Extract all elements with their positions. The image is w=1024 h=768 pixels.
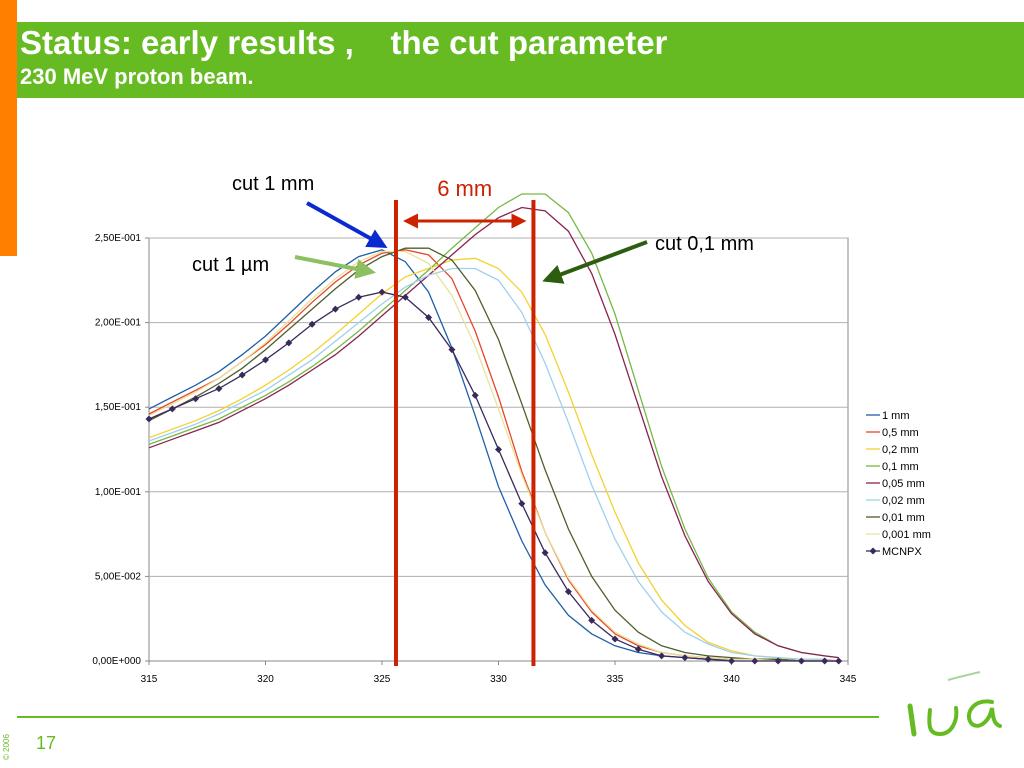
x-tick-label: 340: [723, 674, 740, 685]
series-point: [541, 549, 549, 557]
series-point: [658, 652, 666, 660]
legend-entry: 0,1 mm: [882, 461, 919, 473]
y-tick-label: 5,00E-002: [95, 571, 142, 582]
series-point: [168, 405, 176, 413]
y-tick-label: 0,00E+000: [92, 656, 141, 667]
series-line: [148, 257, 839, 662]
legend-marker: [869, 547, 877, 555]
series-point: [821, 657, 829, 665]
series-line: [148, 267, 839, 662]
footer-line: [17, 716, 879, 718]
x-tick-label: 330: [490, 674, 507, 685]
page-number: 17: [36, 733, 57, 753]
series-point: [611, 635, 619, 643]
x-tick-label: 320: [257, 674, 274, 685]
series-point: [425, 314, 433, 322]
legend-entry: 0,001 mm: [882, 529, 931, 541]
series-point: [564, 588, 572, 596]
slide-subtitle: 230 MeV proton beam.: [20, 64, 254, 89]
series-point: [704, 655, 712, 663]
y-tick-label: 2,50E-001: [95, 233, 142, 244]
series-point: [378, 288, 386, 296]
series-point: [285, 339, 293, 347]
series-point: [238, 371, 246, 379]
legend-entry: 0,5 mm: [882, 427, 919, 439]
series-point: [355, 293, 363, 301]
series-point: [401, 293, 409, 301]
slide-title: Status: early results , the cut paramete…: [20, 24, 668, 61]
series-point: [192, 395, 200, 403]
legend-entry: 0,2 mm: [882, 444, 919, 456]
arrow-cut-01mm: [542, 240, 648, 284]
series-point: [835, 657, 843, 665]
y-tick-label: 1,50E-001: [95, 402, 142, 413]
series-point: [518, 500, 526, 508]
series-point: [774, 657, 782, 665]
series-point: [262, 356, 269, 364]
arrow-cut-1um: [294, 255, 376, 279]
legend-entry: 0,02 mm: [882, 495, 925, 507]
arrow-cut-1mm: [306, 201, 388, 248]
y-tick-label: 1,00E-001: [95, 487, 142, 498]
series-point: [308, 320, 316, 328]
legend-entry: 0,05 mm: [882, 478, 925, 490]
annotation-cut-1mm: cut 1 mm: [232, 173, 314, 195]
y-tick-label: 2,00E-001: [95, 318, 142, 329]
series-point: [495, 446, 502, 453]
legend-entry: 1 mm: [882, 410, 910, 422]
orange-accent-bar: [0, 0, 17, 256]
series-point: [588, 616, 596, 624]
company-logo: [907, 671, 1002, 737]
series-point: [145, 415, 153, 423]
series-point: [331, 305, 339, 313]
series-point: [471, 391, 479, 399]
series-line: [148, 193, 839, 659]
x-tick-label: 325: [374, 674, 391, 685]
series-point: [728, 657, 735, 665]
x-tick-label: 315: [141, 674, 158, 685]
series-point: [448, 346, 456, 354]
width-label: 6 mm: [437, 176, 492, 201]
x-tick-label: 345: [840, 674, 857, 685]
series-point: [681, 654, 689, 662]
annotation-cut-01mm: cut 0,1 mm: [655, 233, 754, 255]
series-point: [634, 645, 642, 653]
annotation-cut-1um: cut 1 µm: [192, 254, 269, 276]
series-point: [797, 657, 805, 665]
legend-entry: 0,01 mm: [882, 512, 925, 524]
series-point: [215, 385, 223, 393]
copyright-notice: © 2006: [2, 734, 11, 760]
series-point: [751, 657, 759, 665]
legend-entry: MCNPX: [882, 546, 922, 558]
title-band: [17, 22, 1024, 98]
x-tick-label: 335: [607, 674, 624, 685]
